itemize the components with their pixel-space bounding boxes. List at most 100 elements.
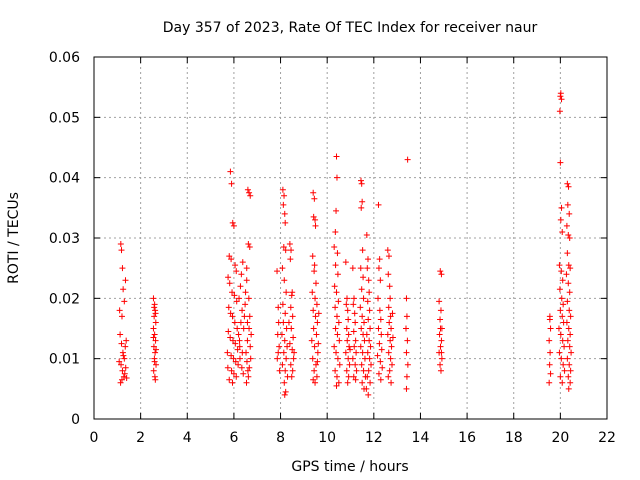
data-points (116, 90, 575, 398)
data-point (385, 304, 392, 311)
data-point (241, 313, 248, 320)
data-point (436, 298, 443, 305)
data-point (437, 367, 444, 374)
x-tick-label: 18 (505, 430, 523, 446)
data-point (375, 370, 382, 377)
data-point (281, 192, 288, 199)
data-point (247, 343, 254, 350)
data-point (359, 349, 366, 356)
data-point (349, 265, 356, 272)
x-tick-label: 10 (318, 430, 336, 446)
data-point (282, 247, 289, 254)
data-point (387, 313, 394, 320)
data-point (280, 349, 287, 356)
data-point (279, 265, 286, 272)
data-point (437, 316, 444, 323)
data-point (386, 283, 393, 290)
data-point (152, 337, 159, 344)
y-tick-label: 0.05 (49, 110, 80, 126)
data-point (312, 295, 319, 302)
data-point (153, 346, 160, 353)
data-point (313, 301, 320, 308)
data-point (150, 295, 157, 302)
data-point (343, 367, 350, 374)
data-point (315, 340, 322, 347)
data-point (150, 367, 157, 374)
data-point (314, 358, 321, 365)
data-point (283, 355, 290, 362)
data-point (345, 331, 352, 338)
data-point (150, 343, 157, 350)
data-point (403, 385, 410, 392)
data-point (364, 298, 371, 305)
data-point (282, 219, 289, 226)
data-point (333, 373, 340, 380)
data-point (333, 174, 340, 181)
data-point (117, 331, 124, 338)
data-point (332, 325, 339, 332)
data-point (122, 277, 129, 284)
data-point (437, 307, 444, 314)
data-point (556, 262, 563, 269)
data-point (565, 262, 572, 269)
data-point (310, 325, 317, 332)
data-point (243, 358, 250, 365)
data-point (384, 247, 391, 254)
data-point (122, 364, 129, 371)
data-point (287, 256, 294, 263)
data-point (361, 319, 368, 326)
data-point (366, 337, 373, 344)
data-point (567, 265, 574, 272)
data-point (151, 358, 158, 365)
data-point (367, 325, 374, 332)
data-point (248, 331, 255, 338)
data-point (386, 319, 393, 326)
data-point (311, 343, 318, 350)
data-point (363, 331, 370, 338)
data-point (119, 367, 126, 374)
x-axis-label: GPS time / hours (291, 459, 408, 475)
data-point (236, 343, 243, 350)
data-point (350, 295, 357, 302)
data-point (343, 301, 350, 308)
data-point (312, 222, 319, 229)
y-tick-label: 0.01 (49, 352, 80, 368)
data-point (557, 331, 564, 338)
data-point (388, 325, 395, 332)
data-point (225, 274, 232, 281)
data-point (281, 210, 288, 217)
data-point (333, 349, 340, 356)
data-point (565, 373, 572, 380)
data-point (404, 361, 411, 368)
data-point (360, 295, 367, 302)
data-point (224, 364, 231, 371)
data-point (345, 316, 352, 323)
data-point (313, 373, 320, 380)
data-point (557, 216, 564, 223)
data-point (352, 319, 359, 326)
data-point (564, 298, 571, 305)
data-point (560, 361, 567, 368)
data-point (286, 340, 293, 347)
data-point (360, 367, 367, 374)
data-point (352, 337, 359, 344)
data-point (275, 304, 282, 311)
data-point (375, 325, 382, 332)
data-point (280, 201, 287, 208)
data-point (239, 307, 246, 314)
data-point (246, 325, 253, 332)
data-point (290, 334, 297, 341)
data-point (567, 313, 574, 320)
data-point (404, 337, 411, 344)
data-point (563, 222, 570, 229)
data-point (335, 379, 342, 386)
data-point (559, 337, 566, 344)
data-point (389, 334, 396, 341)
data-point (347, 346, 354, 353)
data-point (229, 219, 236, 226)
data-point (287, 304, 294, 311)
data-point (365, 316, 372, 323)
data-point (284, 343, 291, 350)
data-point (564, 180, 571, 187)
data-point (567, 331, 574, 338)
